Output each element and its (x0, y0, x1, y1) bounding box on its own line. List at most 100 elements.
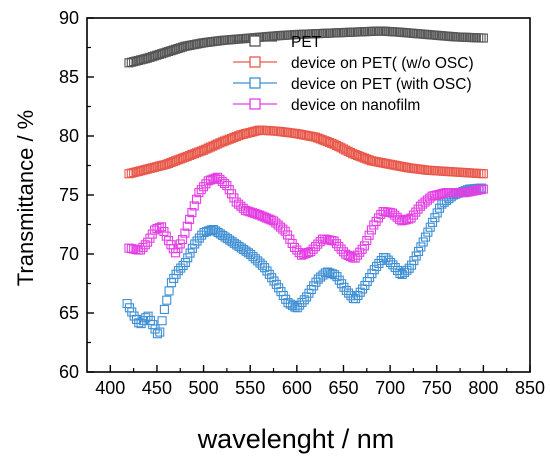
series-1 (124, 26, 488, 68)
data-point (436, 189, 446, 199)
data-point (155, 327, 165, 337)
data-point (243, 206, 253, 216)
data-point (296, 250, 307, 260)
data-point (313, 239, 323, 249)
data-point (229, 238, 239, 248)
data-point (168, 45, 178, 55)
data-point (182, 151, 192, 161)
data-point (183, 253, 193, 263)
data-point (271, 279, 281, 289)
data-point (190, 239, 200, 249)
data-point (432, 208, 442, 218)
data-point (159, 304, 169, 315)
data-point (227, 237, 237, 247)
data-point (225, 235, 235, 245)
data-point (240, 205, 251, 215)
data-point (203, 176, 213, 186)
data-point (394, 214, 404, 224)
data-point (427, 217, 438, 227)
data-point (140, 54, 150, 64)
data-point (157, 222, 167, 232)
data-point (478, 169, 488, 179)
data-point (213, 139, 223, 149)
data-point (364, 230, 374, 240)
data-point (310, 242, 321, 252)
x-axis-title: wavelenght / nm (197, 424, 395, 454)
data-point (131, 56, 141, 66)
data-point (289, 242, 300, 252)
data-point (295, 300, 305, 310)
data-point (404, 263, 414, 273)
data-point (234, 241, 244, 251)
data-point (176, 263, 186, 273)
data-point (238, 129, 248, 139)
data-point (430, 213, 440, 223)
x-tick-label: 500 (189, 378, 219, 398)
data-point (154, 49, 164, 59)
data-point (199, 228, 209, 238)
legend-marker (249, 35, 261, 47)
x-tick-label: 400 (95, 378, 125, 398)
data-point (196, 185, 206, 195)
data-point (292, 303, 302, 313)
data-point (297, 297, 307, 307)
data-point (372, 261, 382, 271)
data-point (164, 158, 174, 168)
data-point (406, 213, 416, 223)
data-point (171, 44, 181, 54)
data-point (341, 285, 351, 296)
data-point (222, 135, 232, 145)
data-point (166, 46, 176, 56)
data-point (311, 277, 321, 287)
legend-item: device on PET (with OSC) (233, 76, 472, 93)
data-point (150, 324, 160, 334)
data-point (136, 55, 146, 65)
data-point (173, 266, 183, 276)
data-point (129, 311, 139, 321)
data-point (150, 51, 160, 61)
data-point (152, 329, 162, 339)
data-point (401, 215, 411, 225)
data-point (250, 208, 260, 219)
y-tick-label: 60 (59, 362, 79, 382)
data-point (243, 128, 253, 138)
x-tick-label: 850 (515, 378, 545, 398)
data-point (388, 260, 398, 270)
data-point (173, 155, 183, 165)
data-point (147, 52, 157, 62)
data-point (278, 224, 288, 234)
data-point (423, 227, 433, 237)
data-point (220, 232, 230, 242)
legend-marker (249, 77, 261, 89)
data-point (260, 263, 270, 273)
data-point (222, 234, 232, 244)
data-point (255, 258, 265, 268)
data-point (236, 243, 246, 253)
data-point (413, 204, 423, 214)
data-point (346, 291, 356, 301)
data-point (357, 152, 367, 162)
data-point (157, 49, 167, 59)
data-point (290, 302, 300, 312)
data-point (166, 158, 176, 168)
data-point (303, 247, 314, 258)
data-point (359, 153, 370, 163)
data-point (254, 210, 265, 220)
data-point (180, 152, 190, 162)
data-point (152, 162, 162, 172)
data-point (133, 55, 143, 66)
legend-label: PET (291, 34, 322, 51)
data-point (215, 229, 225, 239)
data-point (175, 154, 185, 164)
data-point (143, 164, 153, 174)
data-point (348, 149, 358, 159)
data-point (310, 132, 321, 142)
data-point (418, 237, 428, 247)
data-point (247, 208, 258, 218)
data-point (208, 174, 218, 184)
legend: PET device on PET( (w/o OSC) device on PET… (233, 34, 474, 114)
data-point (331, 239, 342, 249)
legend-item: PET (233, 34, 322, 51)
data-point (329, 236, 339, 246)
data-point (411, 207, 421, 217)
